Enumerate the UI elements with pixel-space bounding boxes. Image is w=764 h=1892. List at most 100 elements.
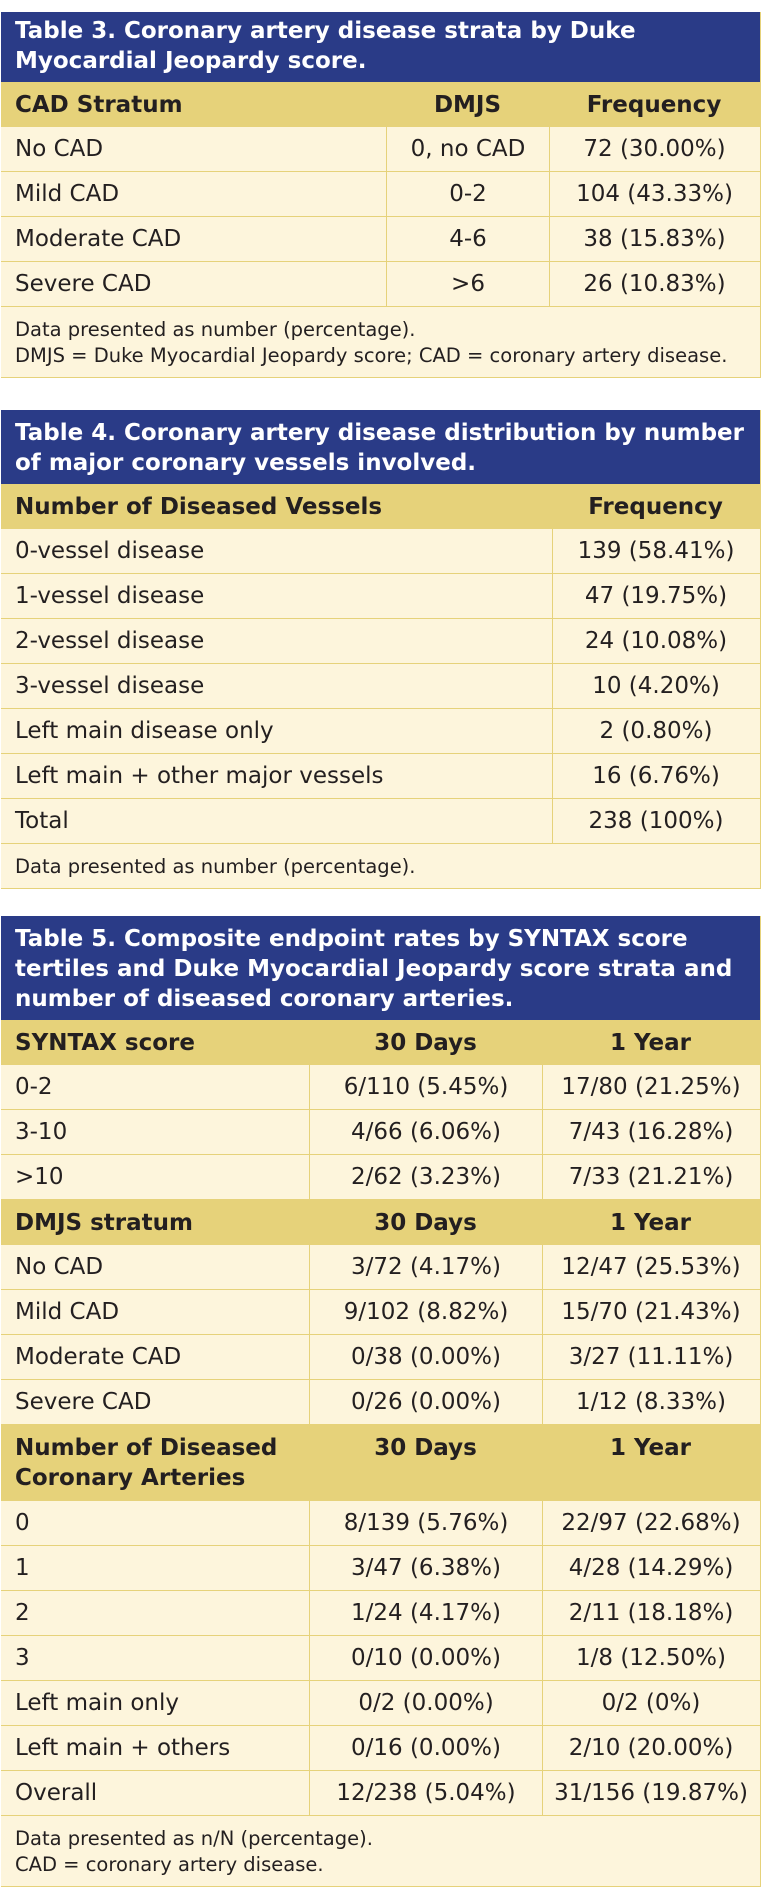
table-row: Mild CAD 0-2 104 (43.33%): [1, 172, 760, 217]
table-title: Table 5. Composite endpoint rates by SYN…: [1, 916, 760, 1020]
1-year-cell: 31/156 (19.87%): [542, 1771, 759, 1815]
frequency-cell: 10 (4.20%): [552, 664, 759, 708]
table-header-row: CAD Stratum DMJS Frequency: [1, 82, 760, 127]
header-30-days: 30 Days: [374, 1029, 477, 1056]
table-row: Severe CAD >6 26 (10.83%): [1, 262, 760, 307]
table-row: No CAD 3/72 (4.17%) 12/47 (25.53%): [1, 1245, 760, 1290]
30-days-cell: 0/2 (0.00%): [309, 1681, 542, 1725]
table-row: 0-vessel disease 139 (58.41%): [1, 529, 760, 574]
frequency-cell: 72 (30.00%): [549, 127, 759, 171]
table-row: Moderate CAD 4-6 38 (15.83%): [1, 217, 760, 262]
table-row: >10 2/62 (3.23%) 7/33 (21.21%): [1, 1155, 760, 1200]
frequency-cell: 24 (10.08%): [552, 619, 759, 663]
frequency-cell: 104 (43.33%): [549, 172, 759, 216]
header-1-year: 1 Year: [609, 1209, 692, 1236]
30-days-cell: 1/24 (4.17%): [309, 1591, 542, 1635]
1-year-cell: 2/10 (20.00%): [542, 1726, 759, 1770]
category-cell: Severe CAD: [15, 1389, 152, 1415]
table-3: Table 3. Coronary artery disease strata …: [1, 12, 761, 378]
footnote-line: CAD = coronary artery disease.: [15, 1853, 324, 1876]
1-year-cell: 4/28 (14.29%): [542, 1546, 759, 1590]
1-year-cell: 1/12 (8.33%): [542, 1380, 759, 1424]
frequency-cell: 16 (6.76%): [552, 754, 759, 798]
header-1-year: 1 Year: [609, 1029, 692, 1056]
category-cell: Left main + others: [15, 1735, 231, 1761]
footnote-line: DMJS = Duke Myocardial Jeopardy score; C…: [15, 344, 728, 367]
table-4: Table 4. Coronary artery disease distrib…: [1, 410, 761, 889]
section-header-syntax-score: SYNTAX score 30 Days 1 Year: [1, 1020, 760, 1065]
category-cell: 3: [15, 1645, 30, 1671]
header-syntax-score: SYNTAX score: [15, 1029, 195, 1056]
header-frequency: Frequency: [588, 493, 723, 520]
table-row: Left main only 0/2 (0.00%) 0/2 (0%): [1, 1681, 760, 1726]
category-cell: 0: [15, 1510, 30, 1536]
header-number-of-diseased-vessels: Number of Diseased Vessels: [15, 493, 383, 520]
dmjs-cell: 0-2: [386, 172, 549, 216]
header-cad-stratum: CAD Stratum: [15, 91, 183, 118]
table-row: Severe CAD 0/26 (0.00%) 1/12 (8.33%): [1, 1380, 760, 1425]
vessel-count-cell: Left main + other major vessels: [15, 763, 384, 789]
category-cell: No CAD: [15, 1254, 104, 1280]
table-row: 1 3/47 (6.38%) 4/28 (14.29%): [1, 1546, 760, 1591]
vessel-count-cell: 2-vessel disease: [15, 628, 205, 654]
30-days-cell: 0/16 (0.00%): [309, 1726, 542, 1770]
1-year-cell: 17/80 (21.25%): [542, 1065, 759, 1109]
header-number-of-diseased-coronary-arteries: Number of Diseased Coronary Arteries: [15, 1435, 278, 1491]
table-row: 0 8/139 (5.76%) 22/97 (22.68%): [1, 1501, 760, 1546]
30-days-cell: 0/10 (0.00%): [309, 1636, 542, 1680]
30-days-cell: 6/110 (5.45%): [309, 1065, 542, 1109]
category-cell: Moderate CAD: [15, 1344, 182, 1370]
vessel-count-cell: Left main disease only: [15, 718, 274, 744]
frequency-cell: 47 (19.75%): [552, 574, 759, 618]
category-cell: Overall: [15, 1780, 98, 1806]
1-year-cell: 15/70 (21.43%): [542, 1290, 759, 1334]
30-days-cell: 0/38 (0.00%): [309, 1335, 542, 1379]
table-row: Mild CAD 9/102 (8.82%) 15/70 (21.43%): [1, 1290, 760, 1335]
category-cell: 0-2: [15, 1074, 53, 1100]
cad-stratum-cell: Severe CAD: [15, 271, 152, 297]
category-cell: 2: [15, 1600, 30, 1626]
table-footnote: Data presented as number (percentage). D…: [1, 307, 760, 377]
vessel-count-cell: Total: [15, 808, 69, 834]
table-row: No CAD 0, no CAD 72 (30.00%): [1, 127, 760, 172]
footnote-line: Data presented as number (percentage).: [15, 855, 416, 878]
30-days-cell: 9/102 (8.82%): [309, 1290, 542, 1334]
table-title: Table 4. Coronary artery disease distrib…: [1, 410, 760, 484]
header-30-days: 30 Days: [374, 1435, 477, 1461]
table-row: 2 1/24 (4.17%) 2/11 (18.18%): [1, 1591, 760, 1636]
1-year-cell: 12/47 (25.53%): [542, 1245, 759, 1289]
frequency-cell: 2 (0.80%): [552, 709, 759, 753]
table-footnote: Data presented as n/N (percentage). CAD …: [1, 1816, 760, 1886]
cad-stratum-cell: Moderate CAD: [15, 226, 182, 252]
category-cell: Mild CAD: [15, 1299, 120, 1325]
section-header-diseased-arteries: Number of Diseased Coronary Arteries 30 …: [1, 1425, 760, 1501]
table-title: Table 3. Coronary artery disease strata …: [1, 12, 760, 82]
header-dmjs: DMJS: [433, 91, 502, 118]
1-year-cell: 0/2 (0%): [542, 1681, 759, 1725]
category-cell: 1: [15, 1555, 30, 1581]
table-row: Total 238 (100%): [1, 799, 760, 844]
cad-stratum-cell: No CAD: [15, 136, 104, 162]
header-dmjs-stratum: DMJS stratum: [15, 1209, 193, 1236]
frequency-cell: 238 (100%): [552, 799, 759, 843]
30-days-cell: 8/139 (5.76%): [309, 1501, 542, 1545]
table-header-row: Number of Diseased Vessels Frequency: [1, 484, 760, 529]
cad-stratum-cell: Mild CAD: [15, 181, 120, 207]
table-5: Table 5. Composite endpoint rates by SYN…: [1, 916, 761, 1887]
table-row: 1-vessel disease 47 (19.75%): [1, 574, 760, 619]
table-row: Overall 12/238 (5.04%) 31/156 (19.87%): [1, 1771, 760, 1816]
30-days-cell: 12/238 (5.04%): [309, 1771, 542, 1815]
30-days-cell: 3/72 (4.17%): [309, 1245, 542, 1289]
section-header-dmjs-stratum: DMJS stratum 30 Days 1 Year: [1, 1200, 760, 1245]
30-days-cell: 2/62 (3.23%): [309, 1155, 542, 1199]
table-row: 3-10 4/66 (6.06%) 7/43 (16.28%): [1, 1110, 760, 1155]
frequency-cell: 139 (58.41%): [552, 529, 759, 573]
table-row: 3 0/10 (0.00%) 1/8 (12.50%): [1, 1636, 760, 1681]
30-days-cell: 3/47 (6.38%): [309, 1546, 542, 1590]
table-row: Left main + others 0/16 (0.00%) 2/10 (20…: [1, 1726, 760, 1771]
table-row: 2-vessel disease 24 (10.08%): [1, 619, 760, 664]
header-1-year: 1 Year: [609, 1435, 692, 1461]
table-footnote: Data presented as number (percentage).: [1, 844, 760, 888]
category-cell: Left main only: [15, 1690, 180, 1716]
table-row: Moderate CAD 0/38 (0.00%) 3/27 (11.11%): [1, 1335, 760, 1380]
